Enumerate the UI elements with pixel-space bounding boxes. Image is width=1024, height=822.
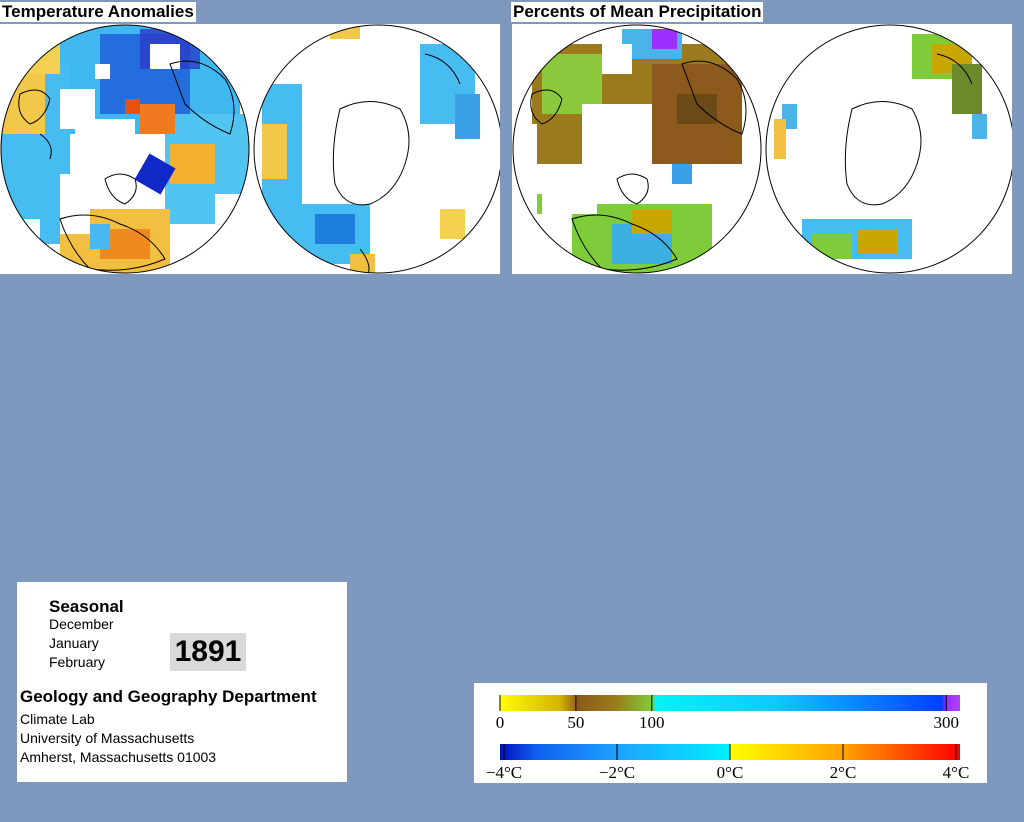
info-line-1: Climate Lab: [20, 711, 95, 727]
temp-tick-label-1: −2°C: [599, 763, 635, 782]
precipitation-map: [512, 24, 1015, 274]
precipitation-southern-hemisphere: [766, 25, 1014, 273]
precipitation-title: Percents of Mean Precipitation: [511, 2, 764, 22]
precip-color-bar: [500, 695, 960, 711]
precip-ticks: 0 50 100 300: [496, 695, 959, 732]
precipitation-map-panel: [512, 24, 1015, 274]
temperature-southern-hemisphere: [254, 25, 502, 273]
year-display: 1891: [170, 633, 246, 671]
info-box: Seasonal December January February Geolo…: [17, 582, 347, 782]
temp-ticks: −4°C −2°C 0°C 2°C 4°C: [486, 744, 969, 782]
period-label: Seasonal: [49, 597, 124, 616]
precip-tick-label-3: 300: [933, 713, 959, 732]
department-label: Geology and Geography Department: [20, 687, 317, 706]
temp-tick-label-3: 2°C: [830, 763, 857, 782]
temperature-title: Temperature Anomalies: [0, 2, 196, 22]
precip-tick-label-0: 0: [496, 713, 505, 732]
temp-tick-label-4: 4°C: [943, 763, 970, 782]
month-2: January: [49, 635, 99, 651]
temp-tick-label-2: 0°C: [717, 763, 744, 782]
precip-tick-label-2: 100: [639, 713, 665, 732]
legend-box: 0 50 100 300 −4°C −2°C 0°C 2°C 4°C: [474, 683, 987, 783]
legend-scales: 0 50 100 300 −4°C −2°C 0°C 2°C 4°C: [486, 695, 969, 782]
temp-tick-label-0: −4°C: [486, 763, 522, 782]
temperature-map-panel: [0, 24, 503, 274]
precipitation-northern-hemisphere: [513, 25, 761, 273]
temperature-northern-hemisphere: [1, 25, 249, 273]
month-3: February: [49, 654, 106, 670]
info-line-3: Amherst, Massachusetts 01003: [20, 749, 217, 765]
precip-tick-label-1: 50: [567, 713, 584, 732]
month-1: December: [49, 616, 114, 632]
info-line-2: University of Massachusetts: [20, 730, 195, 746]
temperature-map: [0, 24, 503, 274]
